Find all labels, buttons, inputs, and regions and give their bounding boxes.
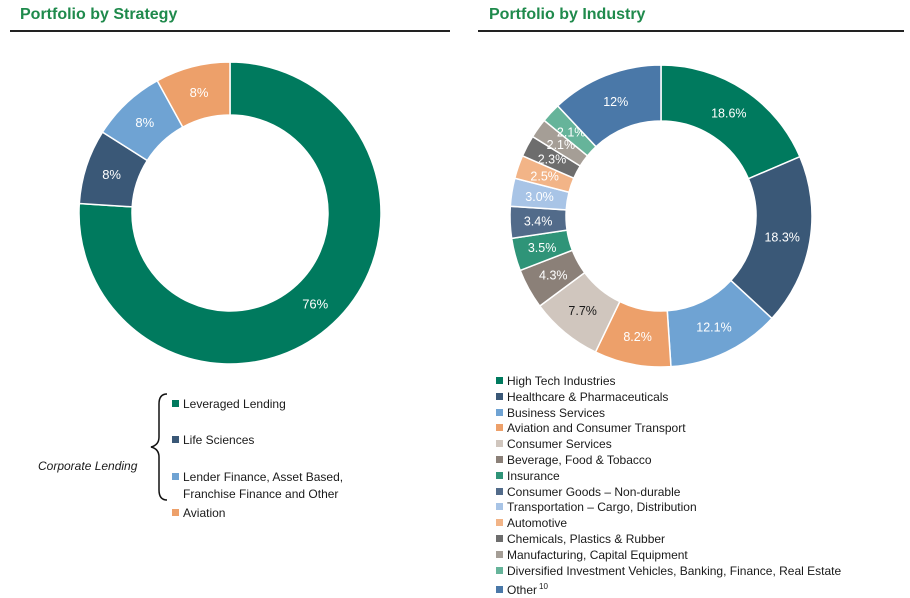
legend-item: Transportation – Cargo, Distribution	[496, 500, 697, 515]
corporate-lending-brace	[150, 393, 168, 501]
legend-label: Aviation	[183, 506, 226, 520]
legend-swatch	[496, 535, 503, 542]
legend-swatch	[496, 408, 503, 416]
legend-label: Transportation – Cargo, Distribution	[507, 500, 697, 515]
legend-item: Healthcare & Pharmaceuticals	[496, 390, 668, 405]
legend-swatch	[496, 471, 503, 479]
strategy-title-rule	[10, 30, 450, 32]
legend-item-life-sciences: Life Sciences	[172, 433, 254, 448]
industry-data-label-3: 8.2%	[623, 330, 652, 344]
legend-label: Other	[507, 583, 538, 598]
strategy-title: Portfolio by Strategy	[20, 6, 178, 23]
legend-item-lender-finance: Lender Finance, Asset Based,	[172, 470, 343, 485]
industry-data-label-7: 3.4%	[524, 215, 553, 229]
industry-title: Portfolio by Industry	[489, 6, 646, 23]
industry-data-label-1: 18.3%	[764, 230, 799, 244]
strategy-data-label-0: 76%	[302, 296, 328, 311]
industry-data-label-10: 2.3%	[538, 152, 567, 166]
strategy-slice-0	[78, 61, 382, 365]
legend-label: Manufacturing, Capital Equipment	[507, 547, 688, 562]
legend-item: Business Services	[496, 406, 605, 421]
legend-label: Leveraged Lending	[183, 397, 286, 411]
strategy-data-label-2: 8%	[135, 115, 154, 130]
legend-item: Insurance	[496, 469, 560, 484]
legend-item: High Tech Industries	[496, 374, 616, 389]
industry-data-label-6: 3.5%	[528, 241, 557, 255]
legend-label: Healthcare & Pharmaceuticals	[507, 389, 669, 404]
legend-item: Beverage, Food & Tobacco	[496, 453, 652, 468]
legend-item: Consumer Services	[496, 437, 612, 452]
legend-item: Chemicals, Plastics & Rubber	[496, 532, 665, 547]
legend-swatch	[496, 424, 503, 432]
legend-label: Life Sciences	[183, 433, 255, 447]
strategy-slice-3	[156, 61, 231, 129]
industry-data-label-8: 3.0%	[525, 190, 554, 204]
legend-label: Lender Finance, Asset Based,	[183, 470, 344, 484]
legend-label: Franchise Finance and Other	[183, 487, 339, 501]
legend-label: Aviation and Consumer Transport	[507, 421, 686, 436]
legend-swatch	[496, 586, 503, 594]
legend-swatch	[496, 487, 503, 495]
legend-label: Insurance	[507, 468, 560, 483]
legend-swatch	[496, 503, 503, 511]
legend-swatch	[496, 519, 503, 527]
industry-data-label-2: 12.1%	[696, 320, 731, 334]
legend-item-leveraged-lending: Leveraged Lending	[172, 397, 286, 412]
legend-swatch	[172, 509, 179, 516]
industry-data-label-5: 4.3%	[539, 269, 568, 283]
legend-swatch	[496, 550, 503, 558]
industry-data-label-13: 12%	[603, 95, 628, 109]
strategy-data-label-3: 8%	[190, 85, 209, 100]
legend-label: Diversified Investment Vehicles, Banking…	[507, 563, 842, 578]
legend-swatch	[496, 440, 503, 448]
legend-item: Manufacturing, Capital Equipment	[496, 548, 688, 563]
corporate-lending-label: Corporate Lending	[38, 459, 138, 473]
legend-label: High Tech Industries	[507, 374, 616, 388]
footnote-superscript: 10	[539, 582, 548, 592]
legend-swatch	[496, 377, 503, 384]
legend-item: Consumer Goods – Non-durable	[496, 485, 680, 500]
legend-swatch	[496, 566, 503, 574]
legend-swatch	[172, 473, 179, 480]
legend-swatch	[496, 456, 503, 463]
industry-slice-0	[660, 64, 801, 180]
legend-swatch	[496, 392, 503, 400]
legend-label: Automotive	[507, 516, 568, 531]
legend-item-aviation: Aviation	[172, 506, 225, 521]
legend-label: Consumer Services	[507, 437, 612, 452]
strategy-data-label-1: 8%	[102, 167, 121, 182]
industry-slice-13	[556, 64, 662, 148]
legend-swatch	[172, 436, 179, 443]
legend-label: Business Services	[507, 405, 606, 420]
industry-data-label-9: 2.5%	[530, 169, 559, 183]
legend-item: Other 10	[496, 579, 548, 598]
legend-item: Diversified Investment Vehicles, Banking…	[496, 564, 841, 579]
industry-data-label-12: 2.1%	[557, 125, 586, 139]
industry-data-label-0: 18.6%	[711, 107, 746, 121]
industry-data-label-4: 7.7%	[568, 304, 597, 318]
legend-label: Beverage, Food & Tobacco	[507, 453, 652, 467]
legend-label: Chemicals, Plastics & Rubber	[507, 532, 666, 546]
industry-title-rule	[478, 30, 904, 32]
legend-item: Automotive	[496, 516, 567, 531]
legend-item: Aviation and Consumer Transport	[496, 421, 686, 436]
legend-swatch	[172, 400, 179, 407]
industry-data-label-11: 2.1%	[547, 138, 576, 152]
legend-item-lender-finance-line2: Franchise Finance and Other	[183, 487, 338, 502]
legend-label: Consumer Goods – Non-durable	[507, 484, 681, 499]
